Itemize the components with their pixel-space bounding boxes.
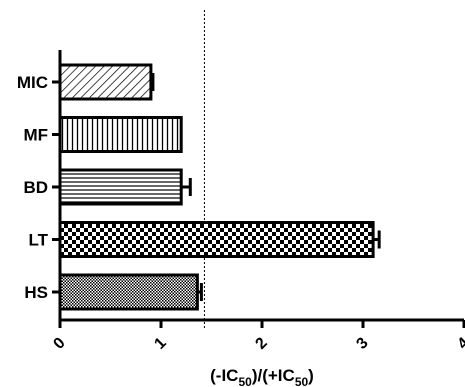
category-label-bd: BD: [23, 178, 48, 197]
bar-hs: [58, 273, 199, 311]
category-label-lt: LT: [28, 231, 48, 250]
bar-lt: [58, 221, 375, 258]
x-tick-label-4: 4: [454, 334, 465, 352]
bar-mf: [58, 116, 183, 153]
x-tick-label-3: 3: [353, 334, 371, 352]
category-label-mf: MF: [23, 126, 48, 145]
x-tick-label-0: 0: [50, 334, 68, 352]
x-tick-label-2: 2: [252, 334, 270, 352]
bar-bd: [58, 168, 183, 206]
bar-mic: [58, 63, 153, 101]
x-tick-label-1: 1: [151, 334, 169, 352]
category-label-hs: HS: [24, 283, 48, 302]
x-axis-title: (-IC50)/(+IC50): [210, 366, 314, 387]
plot-area: MIC MF BD LT HS 0 1 2 3 4: [17, 10, 465, 353]
category-label-mic: MIC: [17, 73, 48, 92]
